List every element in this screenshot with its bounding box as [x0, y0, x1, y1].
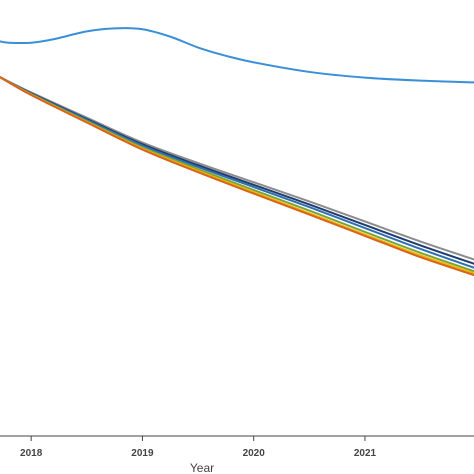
series-group: [0, 27, 474, 277]
series-line-1: [0, 27, 474, 84]
x-tick-label: 2019: [131, 448, 154, 459]
series-line-6: [0, 76, 474, 275]
x-tick-label: 2018: [20, 448, 43, 459]
series-line-7: [0, 76, 474, 277]
x-tick-label: 2020: [243, 448, 266, 459]
series-line-2: [0, 76, 474, 261]
x-axis-title: Year: [190, 461, 214, 474]
x-ticks-group: 2018 2019 2020 2021: [20, 436, 377, 459]
x-tick-label: 2021: [354, 448, 377, 459]
